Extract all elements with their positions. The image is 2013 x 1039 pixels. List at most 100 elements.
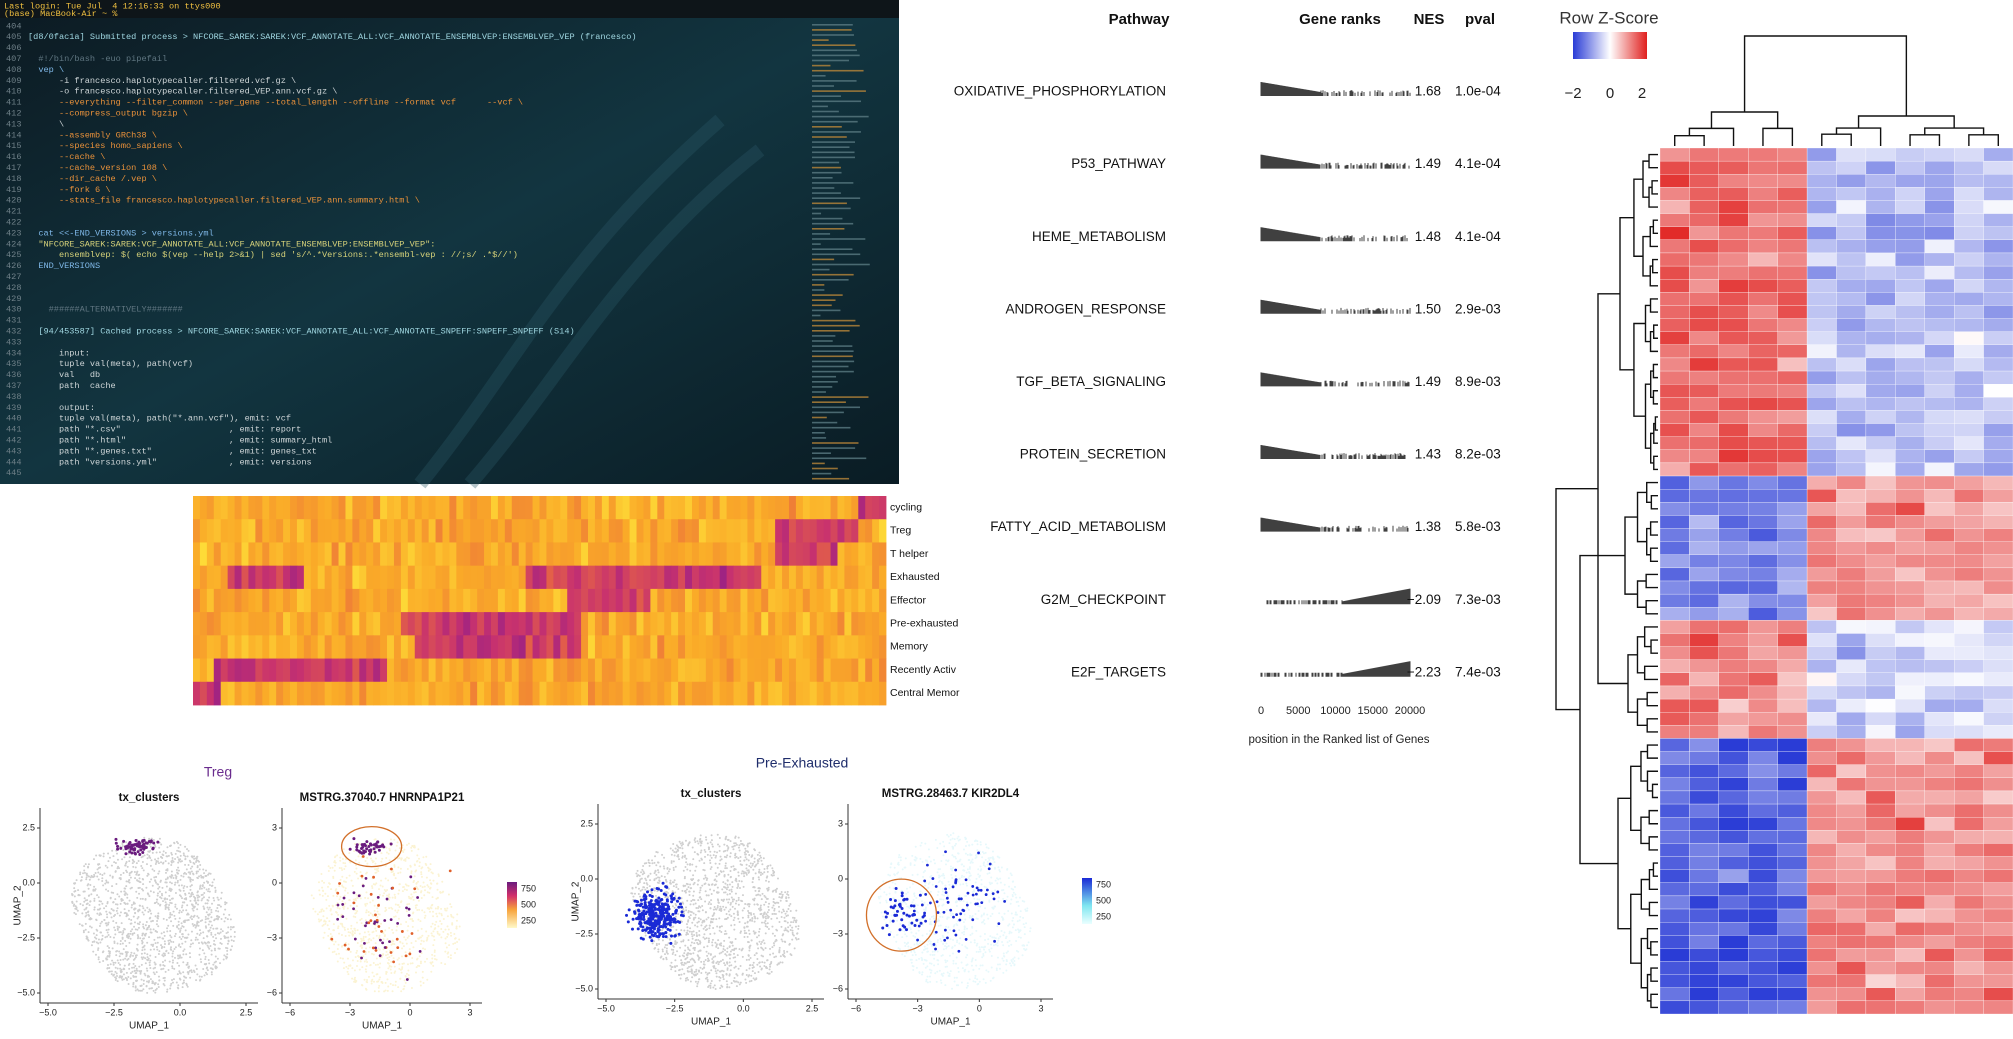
cell-point <box>704 836 707 839</box>
cell-point <box>177 984 180 987</box>
cell-point <box>191 923 194 926</box>
cell-point <box>401 962 404 965</box>
cell-point <box>779 893 782 896</box>
cell-point <box>386 894 389 897</box>
y-tick-label: 0.0 <box>22 877 35 887</box>
cell-point <box>206 973 209 976</box>
state-cell <box>449 496 457 520</box>
cell-point <box>688 890 691 893</box>
cell-point <box>322 936 325 939</box>
cell-point <box>77 894 80 897</box>
cell-point <box>706 978 709 981</box>
cell-point <box>691 976 694 979</box>
state-cell <box>837 519 845 543</box>
cell-point <box>165 949 168 952</box>
cell-point <box>218 916 221 919</box>
cell-point <box>696 972 699 975</box>
cell-point <box>377 867 380 870</box>
cell-point <box>778 951 781 954</box>
cell-point <box>424 948 427 951</box>
cell-point <box>166 868 169 871</box>
cell-point <box>98 908 101 911</box>
state-cell <box>823 658 831 683</box>
cell-point <box>692 918 695 921</box>
cell-point <box>99 912 102 915</box>
cell-point <box>122 958 125 961</box>
cell-point <box>164 901 167 904</box>
cell-point <box>208 913 211 916</box>
cell-point <box>190 971 193 974</box>
state-cell <box>504 681 513 706</box>
expr-point <box>375 918 379 922</box>
state-cell <box>380 588 388 613</box>
cell-point <box>759 965 762 968</box>
state-cell <box>442 519 450 543</box>
cell-point <box>210 908 213 911</box>
cell-point <box>199 886 202 889</box>
cell-point <box>133 952 136 955</box>
line-number: 421 <box>6 207 21 217</box>
state-cell <box>788 635 797 659</box>
cell-point <box>222 958 225 961</box>
cell-point <box>703 937 706 940</box>
cell-point <box>153 938 156 941</box>
cell-point <box>374 838 377 841</box>
cell-point <box>217 917 220 920</box>
cell-point <box>329 908 332 911</box>
cell-point <box>745 958 748 961</box>
state-cell <box>262 635 270 659</box>
cell-point <box>115 921 118 924</box>
cell-point <box>123 908 126 911</box>
state-cell <box>227 519 235 543</box>
state-cell <box>234 519 242 543</box>
cell-point <box>711 938 714 941</box>
cell-point <box>789 902 792 905</box>
cell-point <box>217 947 220 950</box>
cell-point <box>93 906 96 909</box>
cell-point <box>125 841 128 844</box>
state-cell <box>262 658 270 683</box>
state-cell <box>463 588 471 613</box>
cell-point <box>106 916 109 919</box>
state-cell <box>657 612 665 636</box>
cell-point <box>212 927 215 930</box>
cell-point <box>658 943 661 946</box>
cell-point <box>730 964 733 967</box>
state-cell <box>393 658 402 683</box>
state-cell <box>366 519 374 543</box>
state-cell <box>310 635 319 659</box>
cell-point <box>400 990 403 993</box>
cell-point <box>731 885 734 888</box>
state-cell <box>213 681 222 706</box>
cell-point <box>426 957 429 960</box>
cell-point <box>224 936 227 939</box>
cell-point <box>360 922 363 925</box>
cell-point <box>341 957 344 960</box>
cell-point <box>365 941 368 944</box>
state-cell <box>463 681 471 706</box>
cell-point <box>698 891 701 894</box>
cell-point <box>635 872 638 875</box>
cell-point <box>192 924 195 927</box>
cell-point <box>168 904 171 907</box>
cell-point <box>645 879 648 882</box>
state-cell <box>317 565 326 590</box>
state-cell <box>650 658 658 683</box>
cell-point <box>775 938 778 941</box>
state-cell <box>768 681 776 706</box>
cell-point <box>133 921 136 924</box>
cell-point <box>411 962 414 965</box>
cell-point <box>161 894 164 897</box>
cell-point <box>114 929 117 932</box>
cell-point <box>335 888 338 891</box>
cell-point <box>397 892 400 895</box>
state-cell <box>497 542 506 567</box>
cell-point <box>756 862 759 865</box>
cell-point <box>642 870 645 873</box>
cell-point <box>171 981 174 984</box>
cell-point <box>100 900 103 903</box>
expr-point <box>383 919 387 922</box>
cell-point <box>442 930 445 933</box>
minimap-line <box>812 126 842 128</box>
cell-point <box>694 980 697 983</box>
